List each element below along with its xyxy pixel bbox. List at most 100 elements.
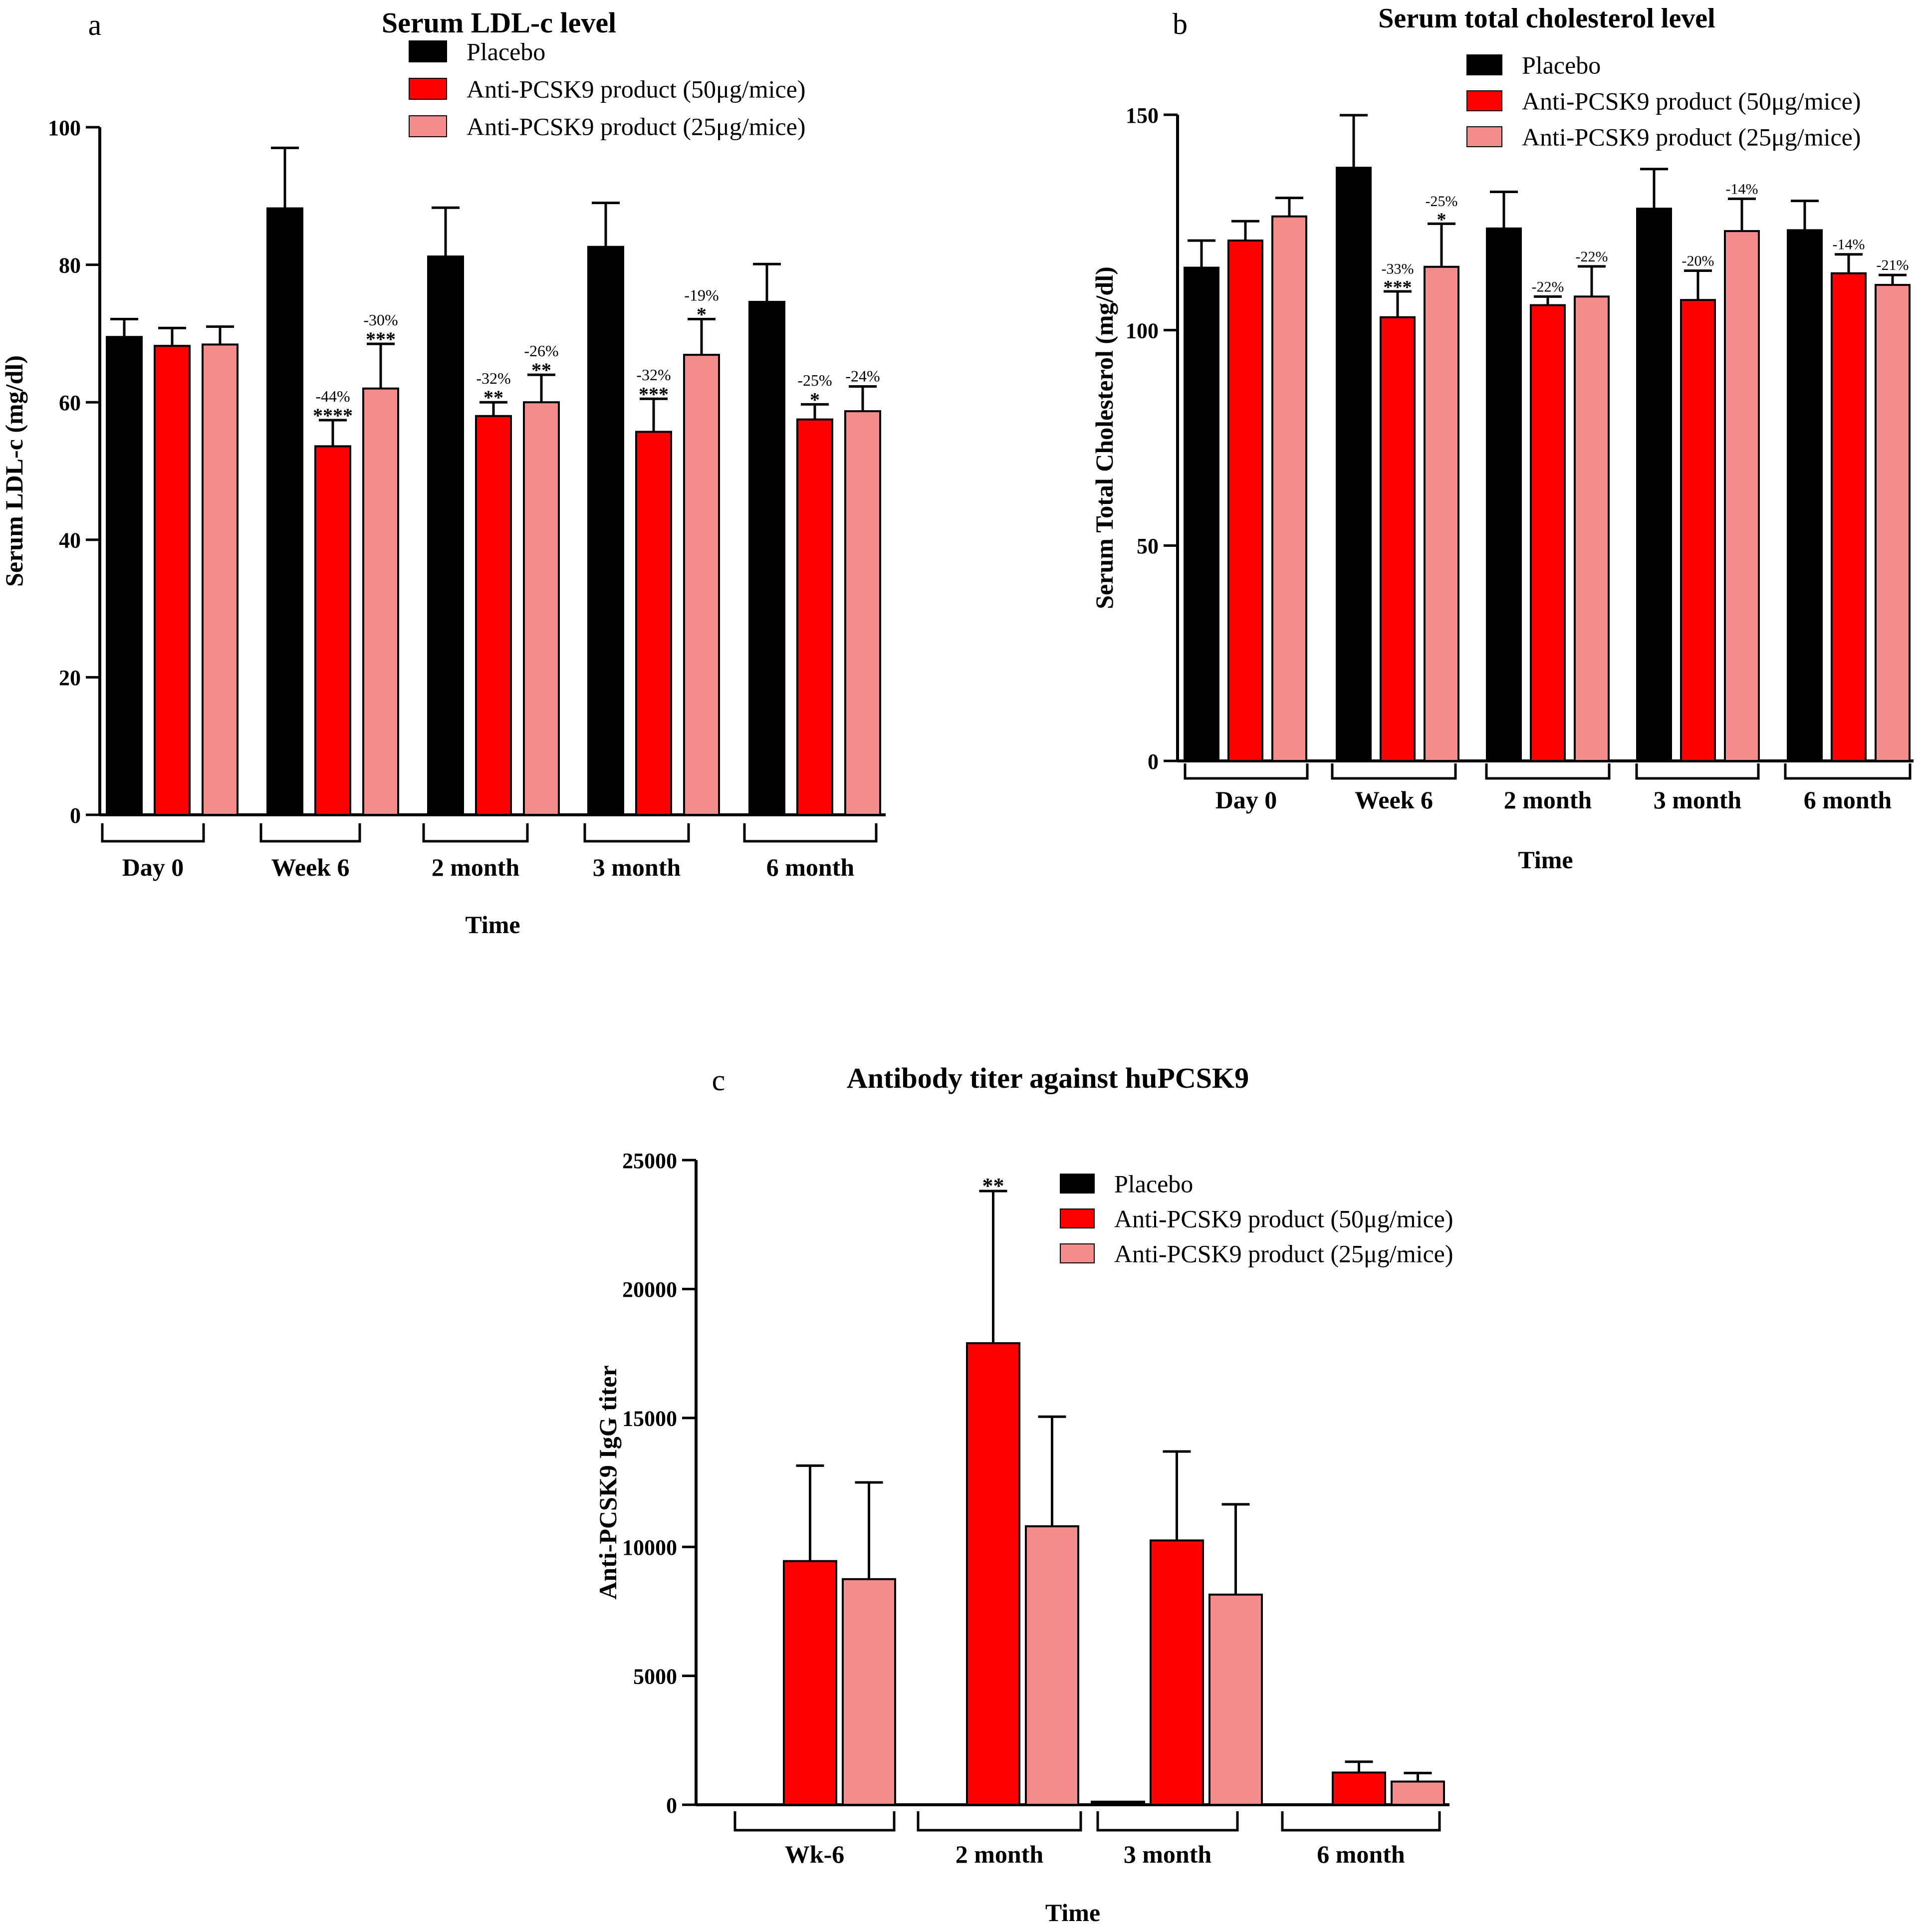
category-label: 6 month [766, 853, 855, 881]
significance-stars: *** [1384, 277, 1412, 298]
percent-change-label: -26% [524, 342, 558, 360]
panel-c-antibody-titer-chart: c Antibody titer against huPCSK9 0 5000 1000… [594, 1062, 1453, 1927]
y-tick-label: 15000 [622, 1407, 677, 1431]
bar [635, 431, 672, 816]
category-bracket [1784, 763, 1912, 780]
chart-title: Antibody titer against huPCSK9 [847, 1062, 1249, 1094]
y-tick-label: 60 [59, 391, 81, 415]
category-bracket [422, 823, 529, 843]
bar [1636, 208, 1672, 762]
y-tick-label: 10000 [622, 1535, 677, 1560]
bar [1486, 227, 1522, 762]
percent-change-label: -33% [1382, 260, 1414, 277]
bar [1208, 1593, 1263, 1806]
bar [842, 1578, 896, 1806]
category-bracket [917, 1811, 1082, 1832]
category-bracket [259, 823, 361, 843]
bar [966, 1342, 1020, 1806]
panel-b-total-cholesterol-chart: b Serum total cholesterol level 0 50 100 150 S… [1090, 3, 1914, 874]
bar [427, 255, 464, 816]
bar [748, 301, 785, 816]
category-bracket [1184, 763, 1309, 780]
y-tick-label: 20000 [622, 1277, 677, 1302]
chart-title: Serum LDL-c level [382, 6, 616, 39]
percent-change-label: -25% [1426, 193, 1458, 210]
category-label: Day 0 [1215, 786, 1277, 814]
legend-swatch [1060, 1174, 1095, 1194]
percent-change-label: -32% [476, 369, 510, 387]
bar [1025, 1525, 1079, 1806]
legend-swatch [409, 115, 447, 137]
y-tick-label: 150 [1126, 103, 1159, 128]
legend-swatch [1060, 1208, 1095, 1228]
legend-entry: Anti-PCSK9 product (25μg/mice) [467, 113, 806, 141]
category-label: 6 month [1317, 1840, 1405, 1868]
percent-change-label: -21% [1877, 257, 1909, 273]
panel-a-ldl-chart: a Serum LDL-c level 0 20 40 60 80 100 Serum LDL-… [0, 6, 886, 939]
bar [1424, 265, 1459, 762]
category-label: 3 month [593, 853, 681, 881]
category-label: 6 month [1804, 786, 1892, 814]
chart-title: Serum total cholesterol level [1378, 3, 1715, 34]
significance-stars: * [1437, 209, 1446, 230]
category-bracket [1331, 763, 1457, 780]
panel-letter: b [1173, 7, 1188, 40]
bar [362, 387, 399, 816]
significance-stars: *** [366, 328, 396, 350]
significance-stars: * [697, 303, 707, 325]
significance-stars: ** [982, 1174, 1004, 1198]
x-axis-label: Time [465, 911, 520, 939]
bar [1875, 284, 1911, 762]
bar [1271, 215, 1307, 762]
y-tick-label: 0 [666, 1793, 677, 1818]
percent-change-label: -44% [315, 387, 350, 405]
legend-entry: Anti-PCSK9 product (50μg/mice) [1522, 87, 1861, 115]
legend-entry: Placebo [467, 38, 545, 66]
category-bracket [101, 823, 205, 843]
bar [1332, 1771, 1386, 1806]
bar [475, 415, 512, 816]
x-axis-label: Time [1045, 1899, 1100, 1927]
bar [796, 418, 833, 816]
category-label: Week 6 [271, 853, 350, 881]
legend-swatch [409, 40, 447, 62]
bar [266, 207, 303, 816]
bar [1787, 229, 1823, 762]
panel-letter: a [88, 8, 102, 41]
bar [587, 245, 624, 816]
y-tick-label: 25000 [622, 1149, 677, 1173]
percent-change-label: -22% [1532, 278, 1564, 295]
bar [1831, 272, 1867, 762]
category-label: Day 0 [122, 853, 184, 881]
bar [202, 343, 239, 816]
percent-change-label: -20% [1682, 253, 1714, 269]
bar [1391, 1780, 1445, 1806]
panel-letter: c [712, 1064, 725, 1097]
y-tick-label: 100 [48, 116, 81, 140]
y-tick-label: 40 [59, 528, 81, 553]
bar [1184, 266, 1219, 762]
legend-entry: Placebo [1114, 1170, 1193, 1198]
bar [1530, 304, 1566, 762]
bar [106, 336, 143, 816]
percent-change-label: -25% [797, 371, 832, 389]
legend-entry: Anti-PCSK9 product (25μg/mice) [1522, 123, 1861, 151]
bar [1380, 316, 1416, 762]
bar [1336, 167, 1372, 762]
category-label: 3 month [1124, 1840, 1212, 1868]
significance-stars: ** [531, 359, 551, 381]
x-axis-label: Time [1518, 846, 1573, 874]
bar [154, 345, 191, 816]
y-tick-label: 0 [1148, 749, 1159, 774]
percent-change-label: -32% [636, 366, 671, 384]
legend-swatch [1466, 126, 1502, 147]
category-label: Week 6 [1355, 786, 1433, 814]
y-tick-label: 0 [70, 803, 81, 828]
percent-change-label: -14% [1833, 237, 1865, 253]
bar [1091, 1800, 1145, 1806]
percent-change-label: -22% [1576, 248, 1608, 265]
bar [1724, 230, 1760, 762]
y-tick-label: 100 [1126, 319, 1159, 343]
legend-swatch [1466, 90, 1502, 111]
